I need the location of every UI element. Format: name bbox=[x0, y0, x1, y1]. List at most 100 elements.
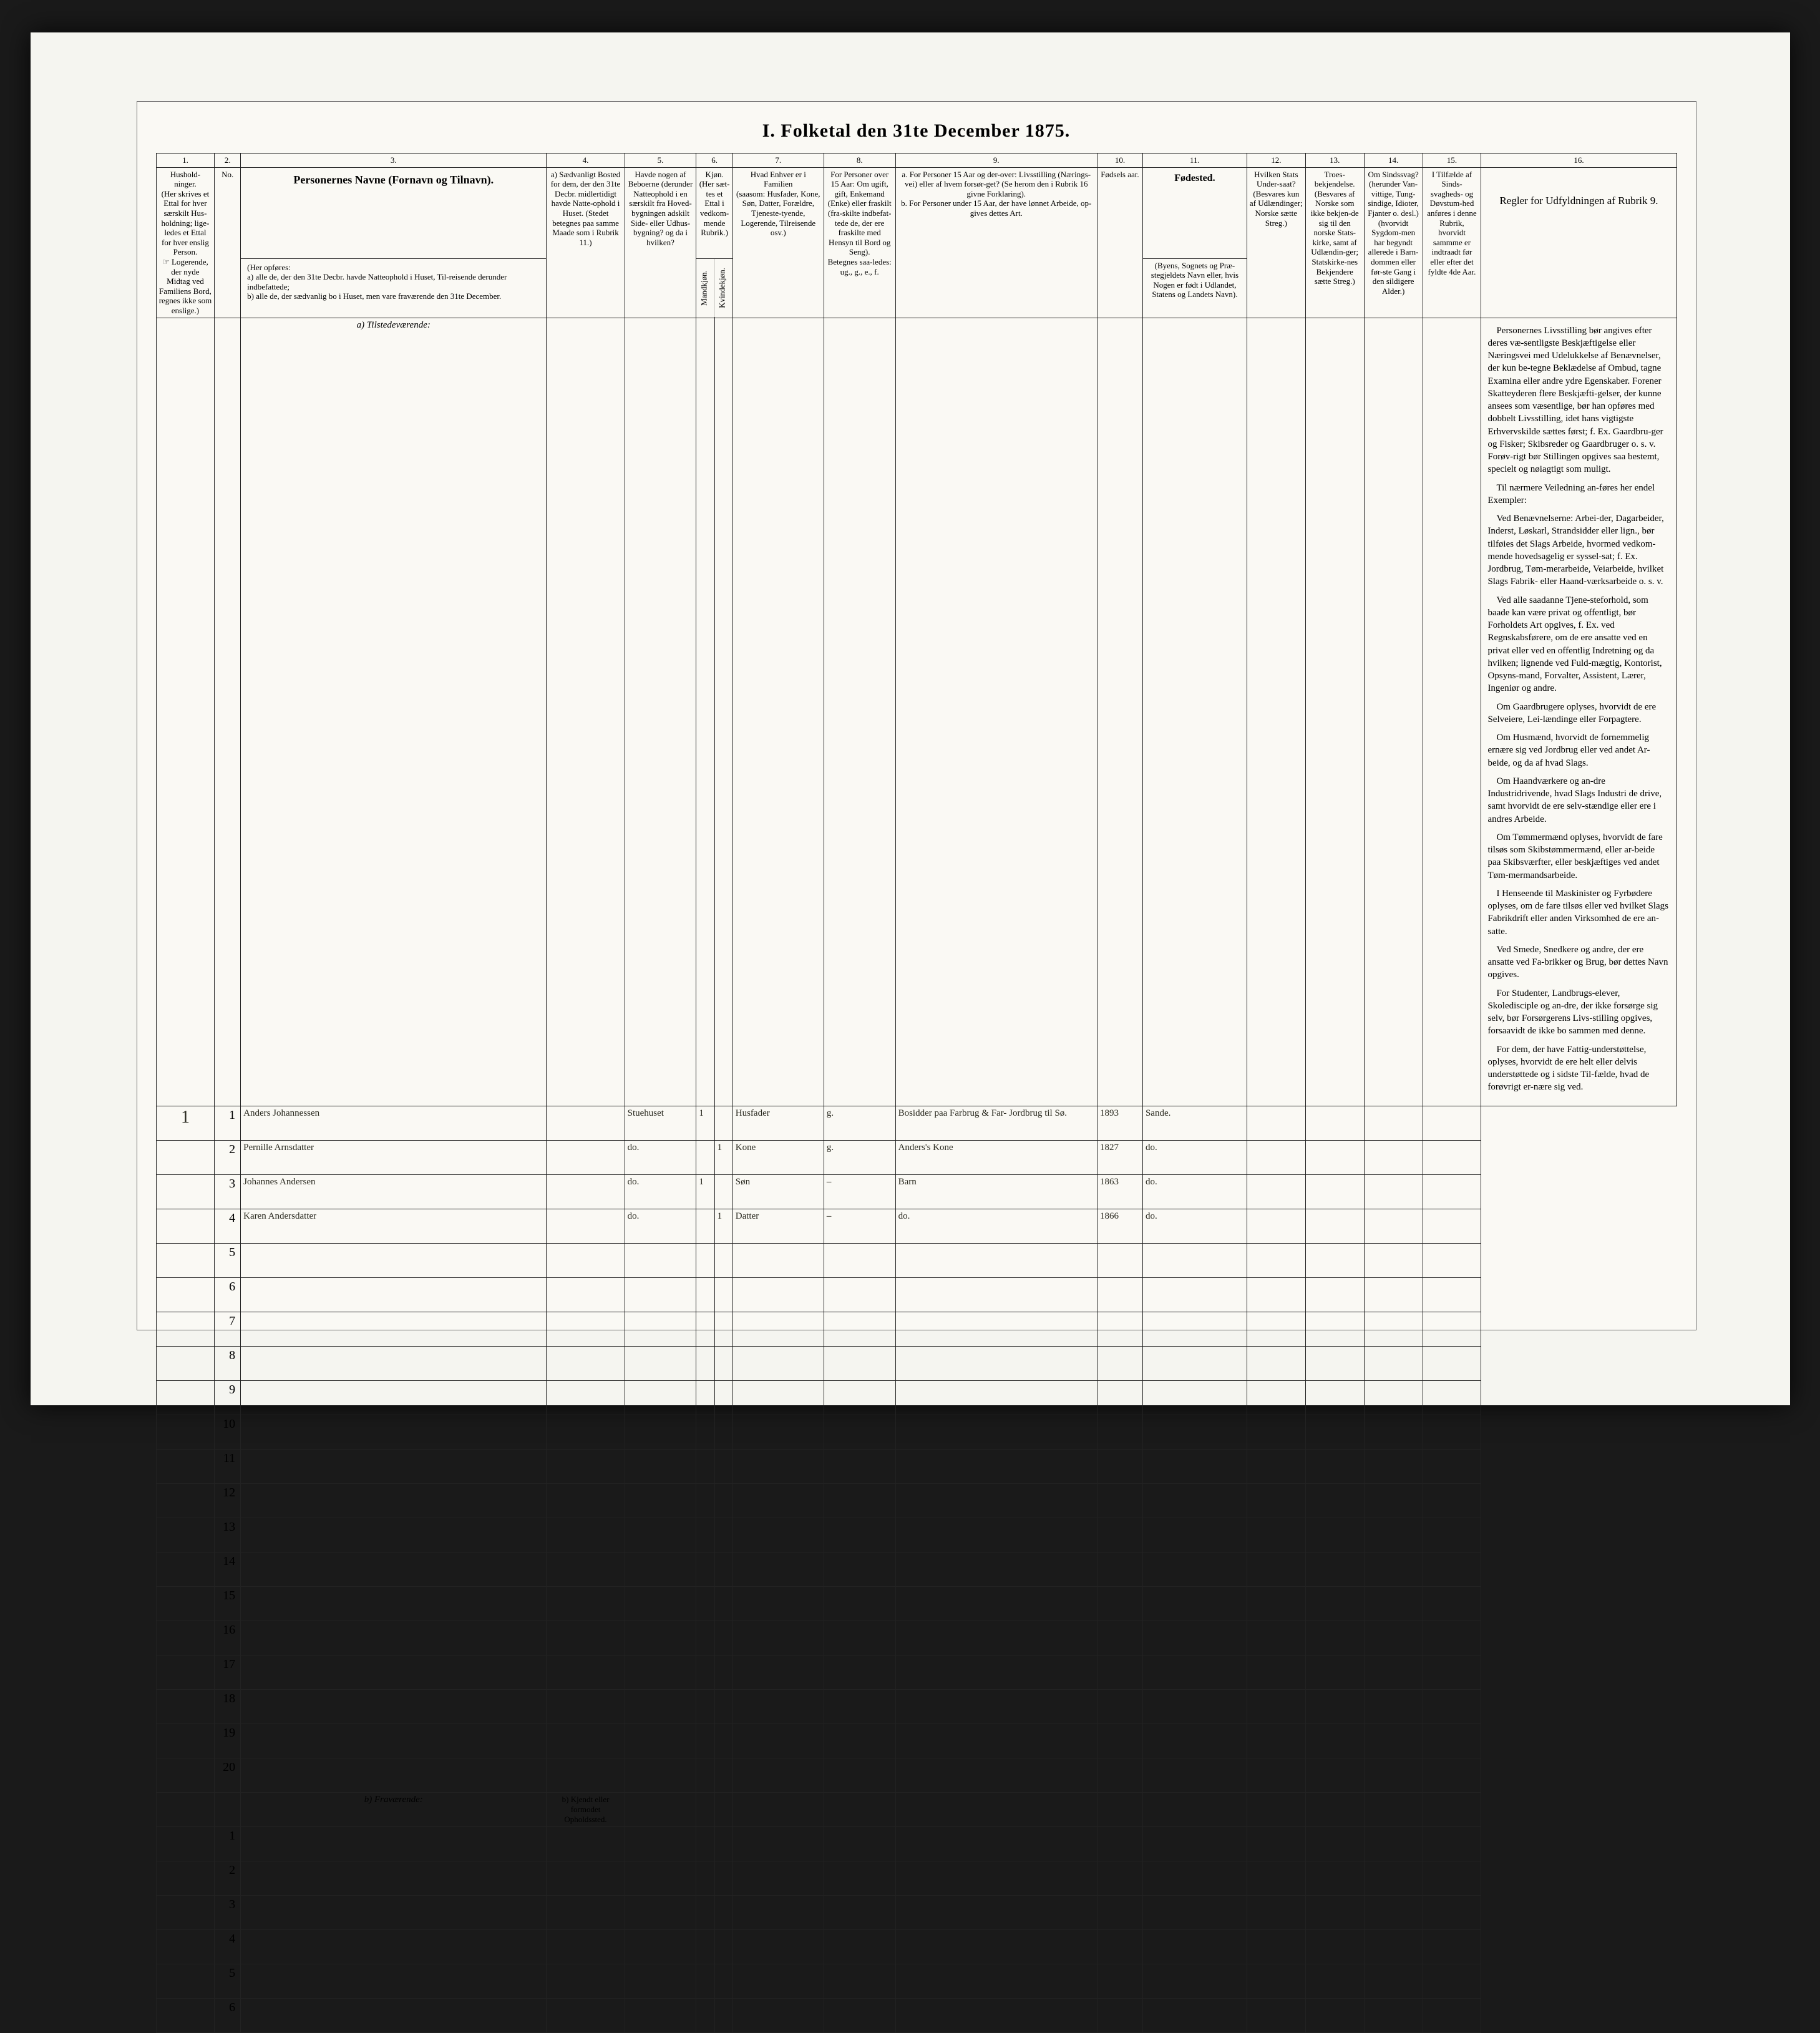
cell bbox=[732, 1346, 824, 1380]
cell bbox=[1247, 1655, 1305, 1689]
cell bbox=[547, 1586, 625, 1621]
cell bbox=[1142, 1586, 1247, 1621]
census-table: 1. 2. 3. 4. 5. 6. 7. 8. 9. 10. 11. 12. 1… bbox=[156, 153, 1677, 2033]
rules-paragraph: Personernes Livsstilling bør angives eft… bbox=[1487, 324, 1670, 476]
cell bbox=[1097, 1380, 1142, 1415]
header-occupation: a. For Personer 15 Aar og der-over: Livs… bbox=[895, 167, 1097, 318]
colnum-2: 2. bbox=[215, 154, 241, 168]
cell bbox=[625, 1655, 696, 1689]
cell bbox=[1305, 1243, 1364, 1277]
cell bbox=[1097, 1758, 1142, 1792]
table-row: 5 bbox=[156, 1964, 1676, 1998]
cell: 6 bbox=[215, 1998, 241, 2032]
cell bbox=[696, 1449, 714, 1483]
cell bbox=[241, 1518, 547, 1552]
header-usual-residence: a) Sædvanligt Bosted for dem, der den 31… bbox=[547, 167, 625, 318]
header-female: Kvindekjøn. bbox=[714, 258, 732, 318]
cell bbox=[241, 1621, 547, 1655]
cell bbox=[1142, 1621, 1247, 1655]
cell: 1827 bbox=[1097, 1140, 1142, 1174]
cell bbox=[1423, 1655, 1481, 1689]
cell bbox=[732, 1964, 824, 1998]
cell bbox=[1423, 1895, 1481, 1929]
cell bbox=[1305, 1621, 1364, 1655]
cell bbox=[1364, 1415, 1423, 1449]
cell bbox=[714, 1998, 732, 2032]
cell bbox=[1364, 1209, 1423, 1243]
cell bbox=[1097, 1655, 1142, 1689]
cell bbox=[1247, 1895, 1305, 1929]
column-number-row: 1. 2. 3. 4. 5. 6. 7. 8. 9. 10. 11. 12. 1… bbox=[156, 154, 1676, 168]
cell bbox=[1142, 1449, 1247, 1483]
cell bbox=[732, 1277, 824, 1312]
cell bbox=[1364, 1140, 1423, 1174]
cell bbox=[1423, 1140, 1481, 1174]
cell: 1866 bbox=[1097, 1209, 1142, 1243]
cell bbox=[1097, 1998, 1142, 2032]
cell bbox=[625, 1243, 696, 1277]
cell bbox=[1247, 1346, 1305, 1380]
cell bbox=[714, 1277, 732, 1312]
cell bbox=[625, 1346, 696, 1380]
cell bbox=[1423, 1209, 1481, 1243]
cell: 5 bbox=[215, 1243, 241, 1277]
colnum-12: 12. bbox=[1247, 154, 1305, 168]
cell: 2 bbox=[215, 1861, 241, 1895]
cell bbox=[714, 1621, 732, 1655]
cell bbox=[895, 1552, 1097, 1586]
cell bbox=[625, 1518, 696, 1552]
cell bbox=[1097, 1277, 1142, 1312]
cell bbox=[547, 1964, 625, 1998]
cell bbox=[1097, 1689, 1142, 1723]
cell bbox=[714, 1689, 732, 1723]
cell bbox=[241, 1689, 547, 1723]
cell: 5 bbox=[215, 1964, 241, 1998]
cell bbox=[156, 1415, 215, 1449]
table-row: 18 bbox=[156, 1689, 1676, 1723]
cell: g. bbox=[824, 1140, 895, 1174]
cell bbox=[1364, 1586, 1423, 1621]
cell bbox=[1247, 1312, 1305, 1346]
cell bbox=[714, 1964, 732, 1998]
cell bbox=[1305, 1415, 1364, 1449]
cell bbox=[1142, 1964, 1247, 1998]
cell bbox=[696, 1140, 714, 1174]
cell bbox=[1423, 1483, 1481, 1518]
cell bbox=[1097, 1346, 1142, 1380]
colnum-14: 14. bbox=[1364, 154, 1423, 168]
cell bbox=[241, 1998, 547, 2032]
cell bbox=[1364, 1723, 1423, 1758]
cell bbox=[241, 1723, 547, 1758]
cell bbox=[696, 1243, 714, 1277]
cell bbox=[1142, 1415, 1247, 1449]
cell bbox=[1305, 1174, 1364, 1209]
cell bbox=[1247, 1483, 1305, 1518]
rules-paragraph: I Henseende til Maskinister og Fyrbødere… bbox=[1487, 887, 1670, 938]
colnum-10: 10. bbox=[1097, 154, 1142, 168]
cell bbox=[1423, 1586, 1481, 1621]
cell bbox=[156, 1243, 215, 1277]
cell bbox=[732, 1895, 824, 1929]
cell: 19 bbox=[215, 1723, 241, 1758]
cell bbox=[895, 1415, 1097, 1449]
cell bbox=[895, 1758, 1097, 1792]
cell bbox=[824, 1380, 895, 1415]
cell bbox=[1423, 1380, 1481, 1415]
cell bbox=[732, 1929, 824, 1964]
colnum-3: 3. bbox=[241, 154, 547, 168]
cell bbox=[625, 1415, 696, 1449]
cell bbox=[895, 1380, 1097, 1415]
cell bbox=[1247, 1415, 1305, 1449]
cell bbox=[1364, 1483, 1423, 1518]
table-row: 9 bbox=[156, 1380, 1676, 1415]
table-row: 12 bbox=[156, 1483, 1676, 1518]
rules-paragraph: Om Haandværkere og an-dre Industridriven… bbox=[1487, 775, 1670, 826]
cell bbox=[732, 1689, 824, 1723]
cell bbox=[732, 1552, 824, 1586]
cell bbox=[1305, 1895, 1364, 1929]
cell: 14 bbox=[215, 1552, 241, 1586]
cell bbox=[1364, 1552, 1423, 1586]
cell bbox=[1305, 1312, 1364, 1346]
cell bbox=[1364, 1621, 1423, 1655]
cell bbox=[895, 1895, 1097, 1929]
